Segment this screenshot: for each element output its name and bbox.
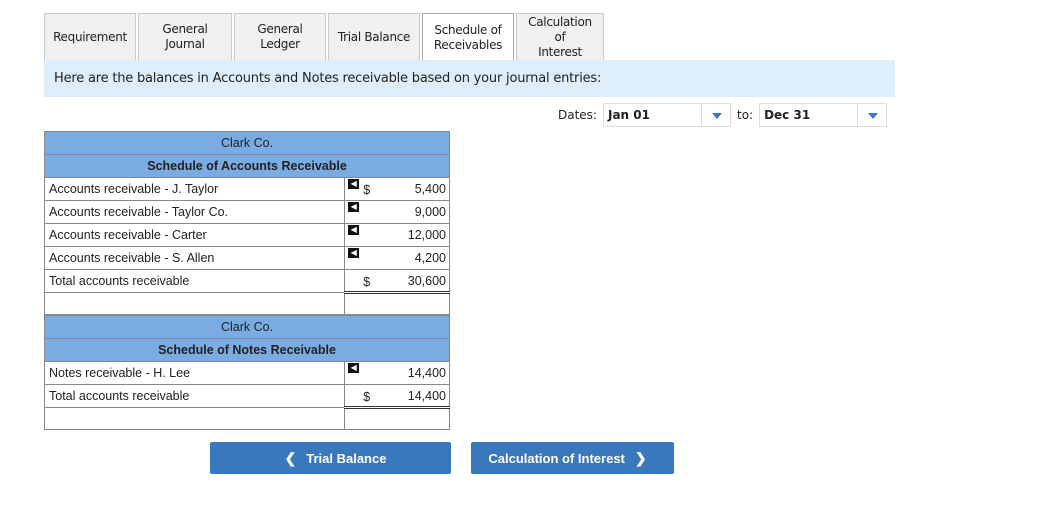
arrow-flag-icon: ◀ — [348, 248, 360, 258]
chevron-down-icon — [711, 113, 722, 119]
arrow-flag-icon: ◀ — [348, 202, 360, 212]
amount-cell[interactable]: ◀ 14,400 — [344, 361, 450, 385]
amount-cell[interactable]: ◀ 12,000 — [344, 223, 450, 247]
company-name: Clark Co. — [44, 315, 450, 339]
accounts-receivable-schedule: Clark Co. Schedule of Accounts Receivabl… — [43, 131, 450, 315]
next-calculation-of-interest-button[interactable]: Calculation of Interest ❯ — [471, 442, 674, 474]
instruction-banner: Here are the balances in Accounts and No… — [44, 60, 895, 97]
blank-row — [43, 292, 450, 315]
schedule-title: Schedule of Accounts Receivable — [44, 154, 450, 178]
chevron-left-icon: ❮ — [284, 449, 297, 466]
from-date-select[interactable]: Jan 01 — [602, 103, 731, 127]
total-row: Total accounts receivable $30,600 — [43, 269, 450, 294]
tab-general-journal[interactable]: General Journal — [138, 13, 232, 60]
notes-receivable-schedule: Clark Co. Schedule of Notes Receivable N… — [43, 315, 450, 430]
total-row: Total accounts receivable $14,400 — [43, 384, 450, 409]
total-amount-cell[interactable]: $30,600 — [344, 269, 450, 294]
tab-bar: Requirement General Journal General Ledg… — [44, 13, 606, 61]
tab-calculation-of-interest[interactable]: Calculation of Interest — [516, 13, 604, 60]
date-range: Dates: Jan 01 to: Dec 31 — [558, 103, 888, 127]
amount-cell[interactable]: ◀ 9,000 — [344, 200, 450, 224]
blank-row — [43, 407, 450, 430]
tab-general-ledger[interactable]: General Ledger — [234, 13, 326, 60]
table-row: Accounts receivable - S. Allen ◀ 4,200 — [43, 246, 450, 270]
amount-cell[interactable]: ◀ 4,200 — [344, 246, 450, 270]
tab-trial-balance[interactable]: Trial Balance — [328, 13, 420, 60]
prev-trial-balance-button[interactable]: ❮ Trial Balance — [210, 442, 451, 474]
amount-cell[interactable]: ◀ $5,400 — [344, 177, 450, 201]
to-label: to: — [736, 108, 754, 122]
to-date-select[interactable]: Dec 31 — [759, 103, 888, 127]
chevron-down-icon — [868, 113, 879, 119]
chevron-right-icon: ❯ — [634, 449, 647, 466]
table-row: Accounts receivable - Taylor Co. ◀ 9,000 — [43, 200, 450, 224]
tab-schedule-of-receivables[interactable]: Schedule of Receivables — [422, 13, 514, 61]
table-row: Notes receivable - H. Lee ◀ 14,400 — [43, 361, 450, 385]
total-amount-cell[interactable]: $14,400 — [344, 384, 450, 409]
tab-requirement[interactable]: Requirement — [44, 13, 136, 60]
arrow-flag-icon: ◀ — [348, 179, 360, 189]
company-name: Clark Co. — [44, 131, 450, 155]
arrow-flag-icon: ◀ — [348, 363, 360, 373]
table-row: Accounts receivable - Carter ◀ 12,000 — [43, 223, 450, 247]
dates-label: Dates: — [558, 108, 597, 122]
table-row: Accounts receivable - J. Taylor ◀ $5,400 — [43, 177, 450, 201]
arrow-flag-icon: ◀ — [348, 225, 360, 235]
schedule-title: Schedule of Notes Receivable — [44, 338, 450, 362]
